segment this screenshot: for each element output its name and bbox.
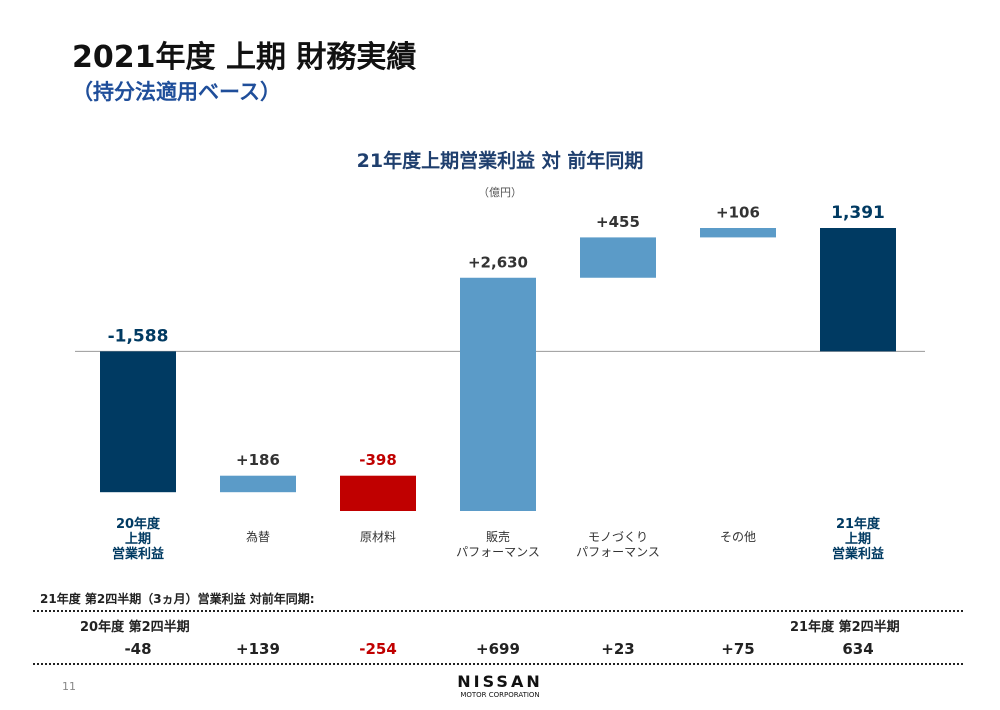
unit-label: （億円） bbox=[478, 186, 522, 199]
page-number: 11 bbox=[62, 680, 76, 693]
q2-value: +139 bbox=[236, 640, 280, 658]
q2-value: +23 bbox=[601, 640, 635, 658]
data-label: -1,588 bbox=[108, 326, 169, 346]
bar bbox=[340, 475, 416, 511]
x-tick-label: 21年度 上期 営業利益 bbox=[831, 517, 884, 562]
chart-title: 21年度上期営業利益 対 前年同期 bbox=[356, 150, 644, 172]
bar bbox=[700, 228, 776, 238]
data-label: 1,391 bbox=[831, 203, 885, 223]
q2-value: +699 bbox=[476, 640, 520, 658]
x-tick-label: 為替 bbox=[245, 530, 270, 544]
x-tick-label: 販売 パフォーマンス bbox=[456, 530, 540, 559]
q2-value: +75 bbox=[721, 640, 755, 658]
data-label: +186 bbox=[236, 451, 280, 469]
x-tick-label: その他 bbox=[719, 530, 756, 544]
bar bbox=[100, 351, 176, 493]
q2-value: -254 bbox=[359, 640, 397, 658]
q2-title: 21年度 第2四半期（3ヵ月）営業利益 対前年同期: bbox=[40, 592, 315, 606]
logo: NISSAN bbox=[457, 672, 543, 691]
data-label: -398 bbox=[359, 451, 397, 469]
q2-end-label: 21年度 第2四半期 bbox=[790, 620, 900, 635]
bar bbox=[580, 237, 656, 278]
q2-start-label: 20年度 第2四半期 bbox=[80, 620, 190, 635]
logo-sub: MOTOR CORPORATION bbox=[460, 691, 540, 699]
data-label: +106 bbox=[716, 204, 760, 222]
slide-title: 2021年度 上期 財務実績 bbox=[72, 40, 417, 75]
bar bbox=[460, 277, 536, 511]
bar bbox=[820, 228, 896, 352]
q2-value: 634 bbox=[842, 640, 874, 658]
q2-value: -48 bbox=[124, 640, 152, 658]
slide-subtitle: （持分法適用ベース） bbox=[72, 80, 281, 104]
x-tick-label: 原材料 bbox=[359, 530, 396, 544]
x-tick-label: モノづくり パフォーマンス bbox=[576, 530, 660, 559]
data-label: +2,630 bbox=[468, 253, 528, 271]
x-tick-label: 20年度 上期 営業利益 bbox=[111, 517, 164, 562]
bar bbox=[220, 475, 296, 493]
data-label: +455 bbox=[596, 213, 640, 231]
